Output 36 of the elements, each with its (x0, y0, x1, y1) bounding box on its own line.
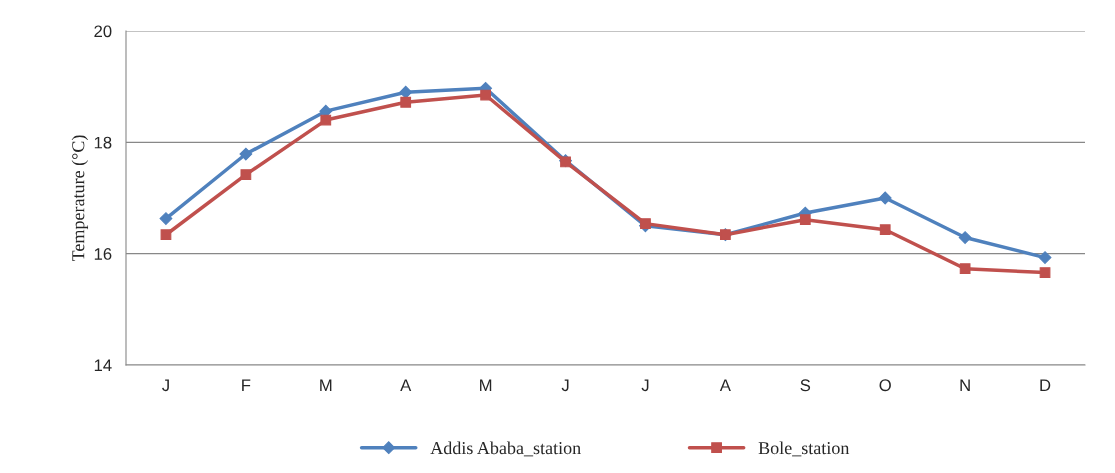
x-tick-label: A (400, 379, 412, 391)
x-tick-label: M (480, 379, 492, 391)
point (958, 231, 972, 244)
x-tick-label: J (162, 379, 169, 392)
point (480, 89, 492, 101)
point (160, 229, 172, 241)
x-tick-label: F (242, 379, 251, 391)
point (159, 212, 173, 226)
y-tick-label: 14 (94, 359, 112, 372)
point (400, 96, 412, 108)
x-tick-label: D (1040, 379, 1051, 391)
point (319, 104, 333, 118)
x-tick-label: M (320, 379, 332, 391)
x-tick-label: O (879, 379, 891, 392)
point (239, 147, 253, 161)
point (879, 224, 891, 236)
y-axis-title: Temperature (°C) (71, 135, 89, 262)
point (878, 191, 892, 205)
point (320, 114, 332, 126)
y-tick-label: 18 (94, 136, 112, 149)
point (1039, 267, 1051, 278)
legend-label: Bole_station (758, 441, 850, 457)
x-tick-label: J (561, 379, 569, 392)
point (640, 218, 651, 229)
y-tick-label: 20 (94, 25, 112, 38)
point (959, 263, 971, 275)
x-tick-label: A (719, 379, 731, 391)
point (240, 169, 252, 180)
point (1038, 251, 1052, 264)
x-tick-label: N (960, 379, 970, 391)
legend-label: Addis Ababa_station (430, 441, 581, 457)
x-tick-label: J (641, 379, 649, 392)
point (399, 85, 413, 99)
y-tick-label: 16 (94, 248, 112, 260)
point (799, 214, 811, 226)
x-tick-label: S (800, 379, 811, 392)
